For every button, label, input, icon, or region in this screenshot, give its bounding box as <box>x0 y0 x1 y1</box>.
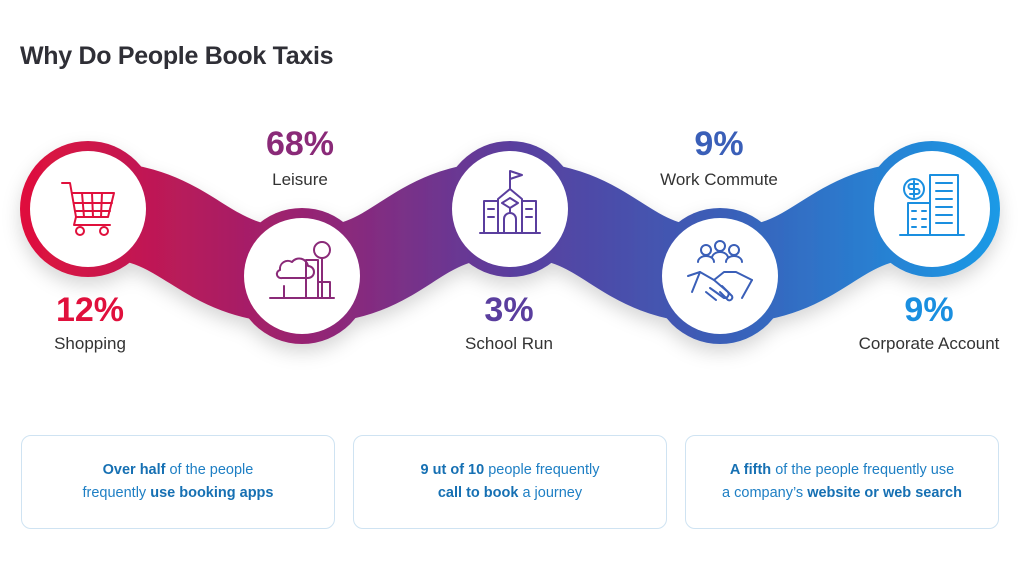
card-line-2: call to book a journey <box>421 482 600 505</box>
category-label: School Run <box>465 334 553 353</box>
school-icon <box>479 170 541 234</box>
category-label: Shopping <box>54 334 126 353</box>
handshake-icon <box>687 240 753 302</box>
card-highlight: website or web search <box>807 485 962 501</box>
card-text: people frequently <box>484 462 600 478</box>
card-line-2: a company’s website or web search <box>722 482 962 505</box>
card-text: a company’s <box>722 485 808 501</box>
tree-bench-icon <box>269 241 335 299</box>
card-highlight: Over half <box>102 462 166 478</box>
card-text: a journey <box>518 485 583 501</box>
page-title: Why Do People Book Taxis <box>20 42 334 70</box>
node-face <box>30 151 146 267</box>
card-line-1: A fifth of the people frequently use <box>722 459 962 482</box>
flow-chart <box>20 141 1000 344</box>
value-label: 68% <box>265 125 335 163</box>
card-line-1: 9 ut of 10 people frequently <box>421 459 600 482</box>
insight-card-call: 9 ut of 10 people frequently call to book… <box>353 435 667 529</box>
card-highlight: 9 ut of 10 <box>420 462 485 478</box>
node-face <box>874 151 990 267</box>
category-label: Work Commute <box>660 170 778 189</box>
insight-card-web: A fifth of the people frequently use a co… <box>685 435 999 529</box>
category-label: Leisure <box>272 170 328 189</box>
card-text: of the people frequently use <box>771 462 955 478</box>
node-face <box>244 218 360 334</box>
card-line-1: Over half of the people <box>83 459 274 482</box>
shopping-cart-icon <box>61 182 115 236</box>
card-highlight: use booking apps <box>150 485 274 501</box>
value-label: 9% <box>904 291 954 329</box>
card-text: of the people <box>165 462 254 478</box>
value-label: 3% <box>484 291 534 329</box>
card-highlight: A fifth <box>729 462 772 478</box>
building-dollar-icon <box>899 174 965 236</box>
card-line-2: frequently use booking apps <box>83 482 274 505</box>
card-highlight: call to book <box>437 485 519 501</box>
category-label: Corporate Account <box>858 334 1000 353</box>
insight-card-apps: Over half of the people frequently use bo… <box>21 435 335 529</box>
value-label: 9% <box>694 125 744 163</box>
card-text: frequently <box>82 485 151 501</box>
value-label: 12% <box>55 291 125 329</box>
